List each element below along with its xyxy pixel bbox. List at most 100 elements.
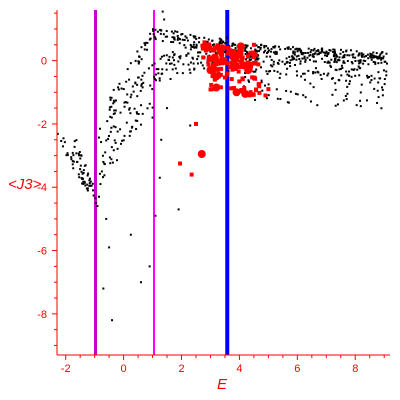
data-point xyxy=(285,57,288,60)
data-point xyxy=(151,28,154,31)
data-point xyxy=(279,72,282,75)
data-point xyxy=(275,52,278,55)
data-point xyxy=(360,54,363,57)
data-point xyxy=(263,44,266,47)
data-point xyxy=(185,54,188,57)
data-point xyxy=(381,51,384,54)
data-point xyxy=(82,169,85,172)
data-point xyxy=(273,46,276,49)
data-point xyxy=(229,77,234,82)
data-point xyxy=(320,77,323,80)
data-point xyxy=(314,67,317,70)
data-point xyxy=(327,51,330,54)
data-point xyxy=(294,48,297,51)
data-point xyxy=(113,112,116,115)
data-point xyxy=(206,62,211,67)
data-point xyxy=(212,72,221,81)
data-point xyxy=(377,57,380,60)
data-point xyxy=(154,36,157,39)
data-point xyxy=(265,55,268,58)
data-point xyxy=(253,88,258,93)
data-point xyxy=(120,142,123,145)
data-point xyxy=(265,70,268,73)
data-point xyxy=(355,104,358,107)
data-point xyxy=(286,67,289,70)
data-point xyxy=(163,18,166,21)
data-point xyxy=(257,84,262,89)
x-tick-label: 0 xyxy=(121,363,127,375)
data-point xyxy=(144,41,147,44)
data-point xyxy=(96,205,99,208)
data-point xyxy=(345,50,348,53)
data-point xyxy=(106,120,109,123)
data-point xyxy=(188,68,191,71)
data-point xyxy=(144,44,147,47)
data-point xyxy=(250,92,255,97)
data-point xyxy=(77,152,80,155)
data-point xyxy=(381,94,384,97)
data-point xyxy=(100,170,103,173)
data-point xyxy=(267,50,270,53)
data-point xyxy=(300,49,303,52)
data-point xyxy=(251,42,256,47)
data-point xyxy=(348,54,351,57)
data-point xyxy=(210,62,215,67)
data-point xyxy=(232,42,235,45)
data-point xyxy=(164,35,167,38)
data-point xyxy=(304,52,307,55)
data-point xyxy=(341,66,344,69)
data-point xyxy=(270,50,273,53)
data-point xyxy=(216,45,225,54)
data-point xyxy=(334,82,337,85)
data-point xyxy=(385,62,388,65)
data-point xyxy=(385,74,388,77)
data-point xyxy=(313,53,316,56)
data-point xyxy=(372,56,375,59)
data-point xyxy=(148,102,151,105)
data-point xyxy=(269,64,272,67)
data-point xyxy=(218,63,221,66)
data-point xyxy=(141,112,144,115)
data-point xyxy=(149,84,152,87)
data-point xyxy=(181,38,184,41)
data-point xyxy=(354,60,357,63)
data-point xyxy=(214,67,219,72)
data-point xyxy=(335,69,338,72)
data-point xyxy=(178,161,183,166)
data-point xyxy=(231,62,240,71)
data-point xyxy=(382,69,385,72)
data-point xyxy=(331,93,334,96)
data-point xyxy=(382,55,385,58)
data-point xyxy=(377,81,380,84)
data-point xyxy=(79,168,82,171)
data-point xyxy=(217,60,222,65)
data-point xyxy=(107,137,110,140)
data-point xyxy=(238,59,243,64)
data-point xyxy=(79,164,82,167)
data-point xyxy=(209,82,214,87)
data-point xyxy=(341,56,344,59)
data-point xyxy=(226,36,229,39)
data-point xyxy=(346,85,349,88)
data-point xyxy=(259,48,262,51)
data-point xyxy=(263,93,268,98)
axes xyxy=(52,10,390,360)
data-point xyxy=(210,48,215,53)
data-point xyxy=(343,61,346,64)
data-point xyxy=(262,60,265,63)
data-point xyxy=(366,76,369,79)
data-point xyxy=(165,62,168,65)
data-point xyxy=(357,59,360,62)
data-point xyxy=(294,63,297,66)
data-point xyxy=(250,75,255,80)
data-point xyxy=(194,35,197,38)
data-point xyxy=(78,176,81,179)
data-point xyxy=(311,55,314,58)
data-point xyxy=(116,147,119,150)
data-point xyxy=(140,83,143,86)
data-point xyxy=(315,50,318,53)
data-point xyxy=(71,163,74,166)
data-point xyxy=(287,46,290,49)
data-point xyxy=(379,53,382,56)
data-point xyxy=(351,53,354,56)
